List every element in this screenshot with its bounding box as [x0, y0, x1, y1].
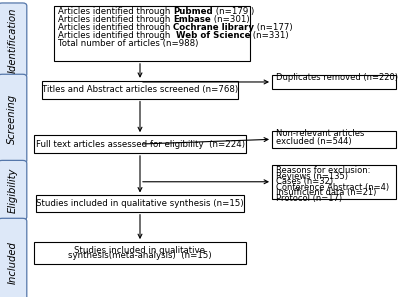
Text: Articles identified through: Articles identified through — [58, 31, 176, 40]
Text: Cochrane library: Cochrane library — [173, 23, 254, 32]
Text: Articles identified through: Articles identified through — [58, 15, 173, 24]
Text: Cases (n=32): Cases (n=32) — [276, 177, 333, 186]
FancyBboxPatch shape — [0, 3, 27, 77]
Text: Web of Science: Web of Science — [176, 31, 250, 40]
Text: Total number of articles (n=988): Total number of articles (n=988) — [58, 39, 198, 48]
FancyBboxPatch shape — [0, 218, 27, 297]
Text: Duplicates removed (n=220): Duplicates removed (n=220) — [276, 73, 398, 82]
FancyBboxPatch shape — [42, 81, 238, 99]
FancyBboxPatch shape — [272, 131, 396, 148]
Text: Reviews (n=135): Reviews (n=135) — [276, 172, 348, 181]
Text: Conference Abstract (n=4): Conference Abstract (n=4) — [276, 183, 389, 192]
Text: (n=177): (n=177) — [254, 23, 293, 32]
Text: Screening: Screening — [7, 94, 18, 144]
FancyBboxPatch shape — [36, 195, 244, 212]
Text: Identification: Identification — [7, 7, 18, 73]
Text: Studies included in qualitative synthesis (n=15): Studies included in qualitative synthesi… — [36, 199, 244, 208]
Text: Insufficient data (n=21): Insufficient data (n=21) — [276, 188, 376, 197]
Text: (n=301): (n=301) — [211, 15, 250, 24]
FancyBboxPatch shape — [34, 242, 246, 264]
Text: (n=179 ): (n=179 ) — [213, 7, 254, 16]
Text: Included: Included — [7, 241, 18, 284]
Text: synthesis(meta-analysis)  (n=15): synthesis(meta-analysis) (n=15) — [68, 251, 212, 260]
Text: Embase: Embase — [173, 15, 211, 24]
Text: Full text articles assessed for eligibility  (n=224): Full text articles assessed for eligibil… — [36, 140, 244, 148]
Text: Studies included in qualitative: Studies included in qualitative — [74, 246, 206, 255]
Text: Eligibility: Eligibility — [7, 168, 18, 213]
FancyBboxPatch shape — [272, 165, 396, 199]
FancyBboxPatch shape — [272, 75, 396, 89]
Text: Articles identified through: Articles identified through — [58, 23, 173, 32]
FancyBboxPatch shape — [0, 74, 27, 163]
Text: Titles and Abstract articles screened (n=768): Titles and Abstract articles screened (n… — [42, 85, 238, 94]
Text: Protocol (n=17): Protocol (n=17) — [276, 194, 342, 203]
Text: Reasons for exclusion:: Reasons for exclusion: — [276, 167, 370, 176]
Text: Non-relevant articles: Non-relevant articles — [276, 129, 364, 138]
Text: Articles identified through: Articles identified through — [58, 7, 173, 16]
FancyBboxPatch shape — [54, 6, 250, 61]
FancyBboxPatch shape — [0, 160, 27, 220]
Text: (n=331): (n=331) — [250, 31, 289, 40]
FancyBboxPatch shape — [34, 135, 246, 153]
Text: excluded (n=544): excluded (n=544) — [276, 137, 352, 146]
Text: Pubmed: Pubmed — [173, 7, 213, 16]
